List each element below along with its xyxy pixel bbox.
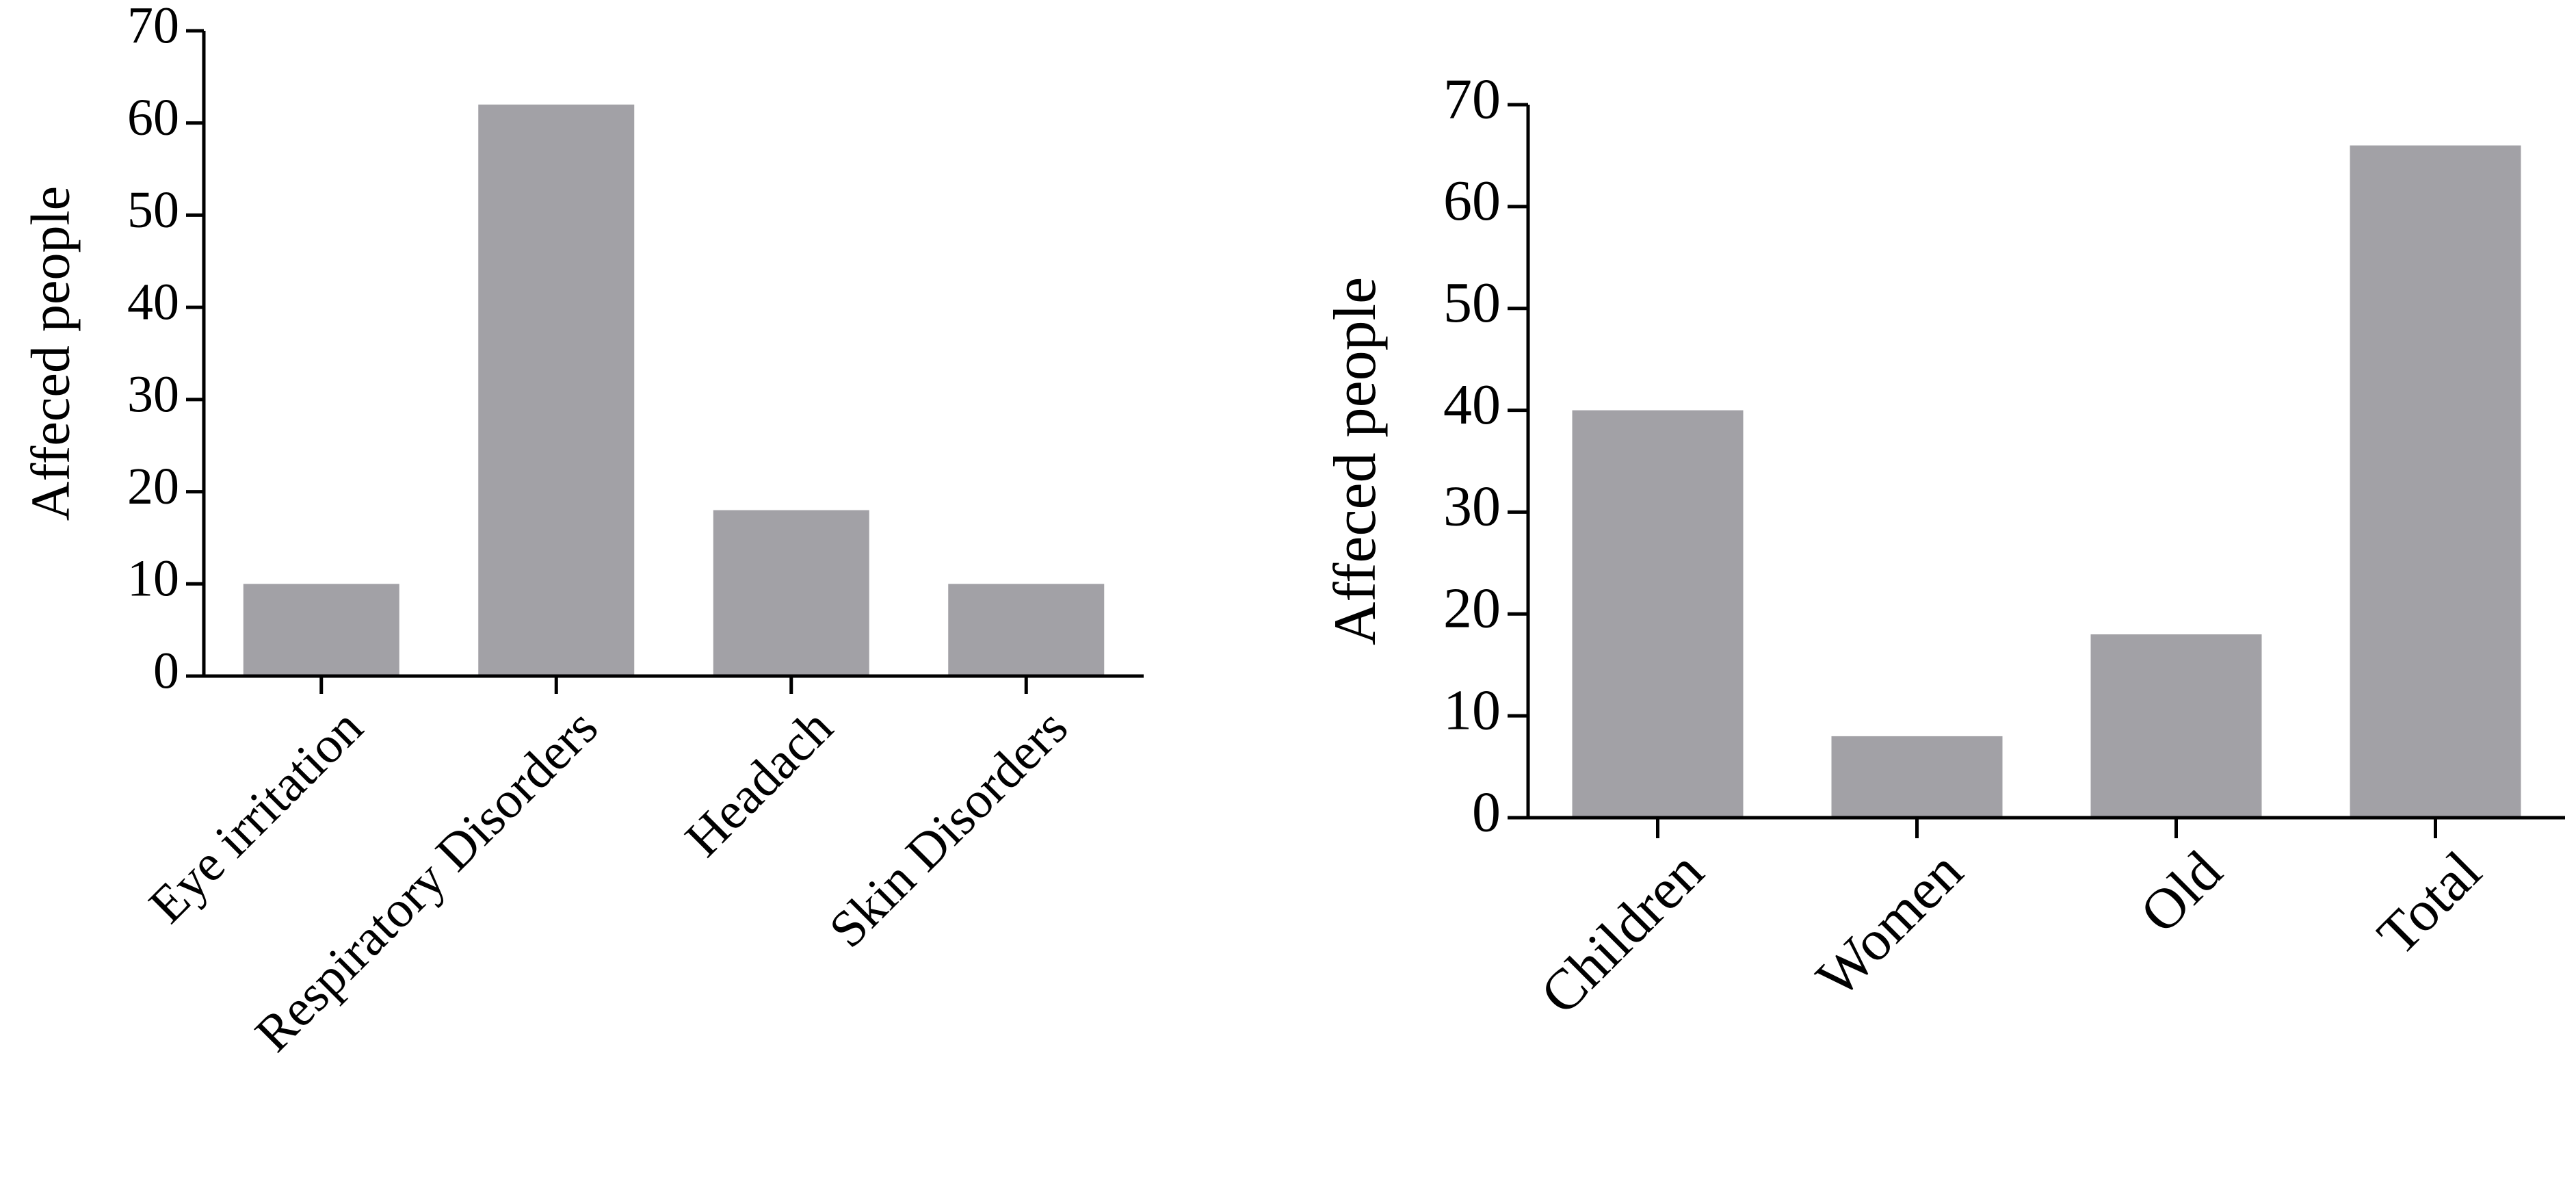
x-tick-label: Skin Disorders: [818, 699, 1078, 959]
y-tick-label: 70: [1443, 67, 1501, 131]
y-tick-label: 60: [1443, 169, 1501, 233]
y-tick-label: 20: [1443, 577, 1501, 640]
bar-headach: [713, 510, 869, 676]
y-tick-label: 40: [1443, 373, 1501, 437]
y-tick-label: 0: [1472, 780, 1501, 844]
y-tick-label: 30: [1443, 475, 1501, 539]
bar-old: [2090, 634, 2262, 818]
bar-eye-irritation: [243, 584, 399, 676]
x-tick-label: Eye irritation: [138, 699, 373, 934]
x-tick-label: Total: [2365, 840, 2493, 968]
bar-respiratory-disorders: [478, 104, 635, 676]
y-tick-label: 20: [127, 458, 179, 515]
bar-total: [2350, 145, 2521, 818]
x-tick-label: Women: [1804, 840, 1975, 1010]
y-tick-label: 50: [1443, 271, 1501, 335]
y-tick-label: 40: [127, 274, 179, 331]
y-tick-label: 60: [127, 89, 179, 146]
bar-women: [1831, 736, 2003, 818]
y-tick-label: 10: [127, 550, 179, 608]
x-tick-label: Headach: [674, 699, 843, 868]
y-tick-label: 10: [1443, 678, 1501, 742]
chart-2: 0 10 20 30 40 50 60 70 Children Women Old Total Affe…: [1322, 67, 2565, 1026]
y-tick-label: 70: [127, 0, 179, 54]
y-tick-label: 0: [153, 642, 179, 699]
y-tick-label: 50: [127, 181, 179, 239]
y-tick-label: 30: [127, 365, 179, 423]
bar-skin-disorders: [948, 584, 1105, 676]
y-axis-title: Affeced people: [21, 186, 81, 521]
x-tick-label: Children: [1529, 840, 1716, 1027]
bar-children: [1572, 410, 1744, 818]
x-tick-label: Old: [2128, 840, 2234, 946]
y-axis-title: Affeced people: [1322, 277, 1389, 645]
